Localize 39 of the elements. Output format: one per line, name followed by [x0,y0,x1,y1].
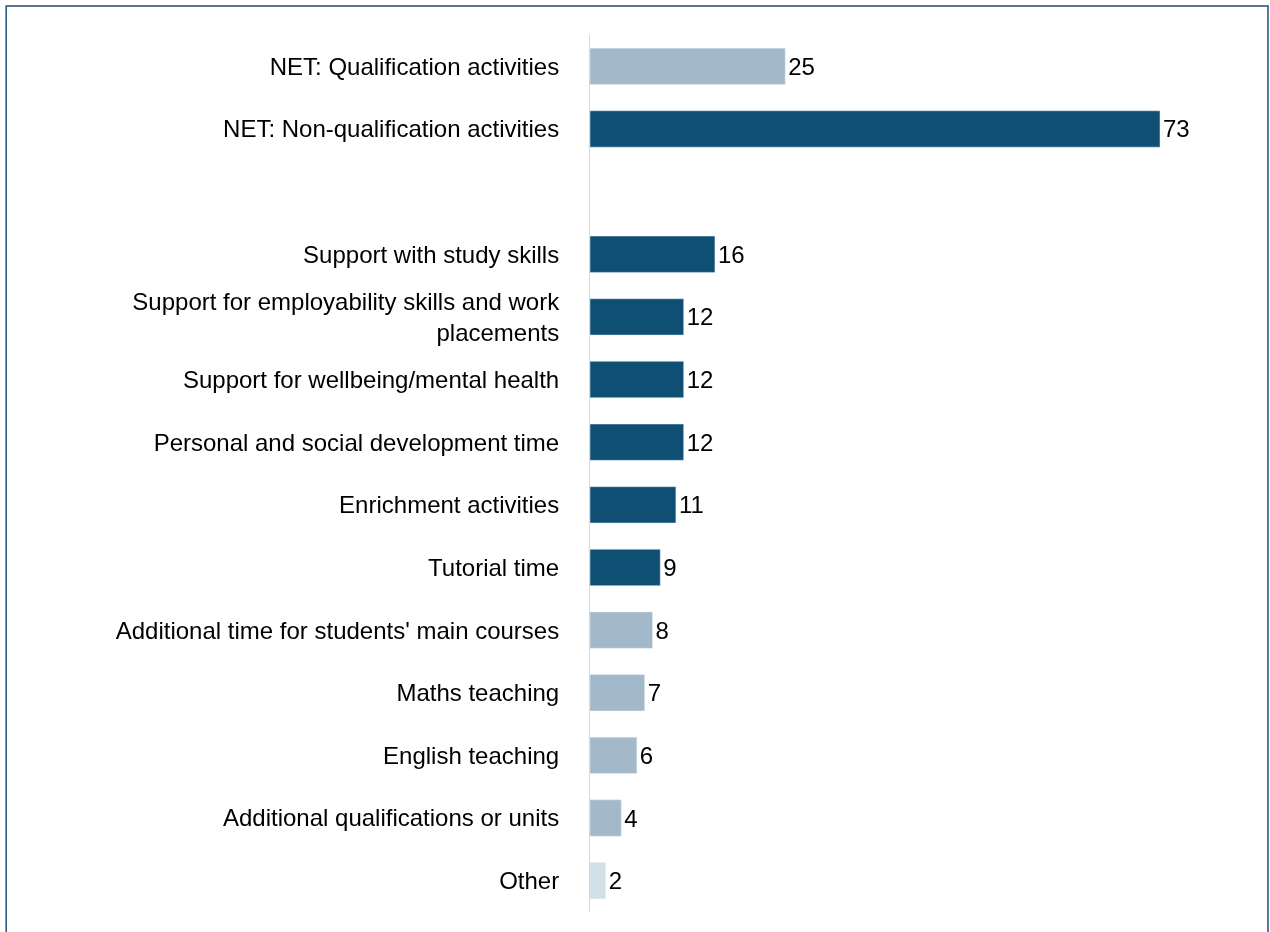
y-tick-label: Other [499,867,560,895]
bar [590,486,677,524]
y-tick-label: Maths teaching [396,679,560,707]
data-label: 25 [788,52,815,80]
data-label: 73 [1163,115,1190,143]
y-tick-label: Support for wellbeing/mental health [182,365,560,393]
y-tick-label: NET: Non-qualification activities [223,115,560,143]
data-label: 9 [663,553,677,581]
data-label: 12 [686,303,714,331]
data-label: 7 [647,679,662,707]
bar [590,423,684,461]
bar [590,47,786,85]
data-label: 12 [686,366,714,394]
data-label: 4 [624,804,638,832]
data-label: 16 [717,240,745,268]
data-label: 12 [686,428,714,456]
y-tick-label: English teaching [383,741,560,769]
bar [590,110,1161,148]
data-label: 11 [678,491,704,519]
bar [590,862,606,900]
bar [590,235,716,273]
bar [590,799,622,837]
y-tick-label: Support with study skills [303,240,560,268]
y-tick-label: Support for employability skills and work placements [132,287,561,346]
y-tick-label: Enrichment activities [339,491,560,519]
y-tick-label: Additional qualifications or units [223,804,560,832]
y-tick-label: Tutorial time [428,553,560,581]
bar [590,361,684,398]
y-tick-label: Personal and social development time [153,428,560,456]
bar [590,611,653,649]
bar [590,674,645,712]
data-label: 8 [655,616,669,644]
y-tick-label: Additional time for students' main courses [115,616,560,644]
data-label: 6 [639,741,654,769]
data-label: 2 [608,867,622,895]
bar [590,736,638,774]
bar [590,549,661,586]
bar [590,298,684,336]
y-tick-label: NET: Qualification activities [269,52,560,80]
